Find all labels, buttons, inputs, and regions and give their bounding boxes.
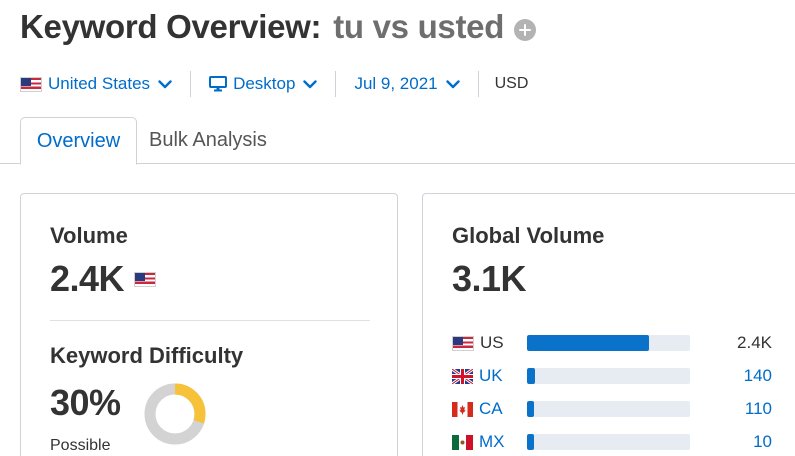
keyword-difficulty-level: Possible bbox=[50, 437, 111, 454]
country-code-link[interactable]: UK bbox=[479, 366, 503, 385]
chevron-down-icon bbox=[445, 79, 460, 88]
filter-divider bbox=[335, 71, 337, 97]
plus-circle-icon[interactable] bbox=[514, 18, 537, 41]
chevron-down-icon bbox=[303, 79, 318, 88]
country-code-link[interactable]: CA bbox=[479, 399, 503, 418]
global-volume-label: Global Volume bbox=[452, 223, 605, 248]
volume-bar-fill bbox=[527, 335, 650, 351]
page-header: Keyword Overview: tu vs usted bbox=[20, 8, 537, 46]
country-row-mx[interactable]: MX 10 bbox=[452, 431, 772, 453]
volume-bar-track bbox=[527, 401, 690, 417]
uk-flag-icon bbox=[452, 368, 473, 384]
volume-bar-track bbox=[527, 335, 690, 351]
database-label: United States bbox=[48, 74, 151, 93]
volume-card: Volume 2.4K Keyword Difficulty 30% Possi… bbox=[20, 193, 398, 456]
volume-value: 2.4K bbox=[50, 258, 125, 299]
date-selector[interactable]: Jul 9, 2021 bbox=[354, 74, 460, 94]
country-volume-link[interactable]: 10 bbox=[753, 432, 772, 451]
country-row-us: US 2.4K bbox=[452, 332, 772, 354]
device-label: Desktop bbox=[233, 74, 296, 93]
country-code-link[interactable]: MX bbox=[479, 432, 505, 451]
chevron-down-icon bbox=[158, 79, 172, 88]
us-flag-icon bbox=[452, 335, 474, 351]
country-row-ca[interactable]: CA 110 bbox=[452, 398, 772, 420]
country-code: US bbox=[480, 333, 504, 352]
us-flag-icon bbox=[20, 76, 42, 92]
keyword-difficulty-value: 30% bbox=[50, 382, 121, 423]
volume-bar-fill bbox=[527, 368, 536, 384]
mx-flag-icon bbox=[452, 434, 473, 450]
global-volume-value: 3.1K bbox=[452, 258, 527, 299]
currency-label: USD bbox=[494, 75, 529, 92]
us-flag-icon bbox=[134, 271, 157, 287]
volume-value-row: 2.4K bbox=[50, 258, 157, 300]
country-volume-link[interactable]: 140 bbox=[743, 366, 772, 385]
keyword-difficulty-label: Keyword Difficulty bbox=[50, 343, 244, 368]
volume-label: Volume bbox=[50, 223, 128, 248]
device-selector[interactable]: Desktop bbox=[209, 74, 318, 94]
filter-divider bbox=[190, 71, 192, 97]
volume-bar-track bbox=[527, 368, 690, 384]
volume-bar-fill bbox=[527, 434, 534, 450]
date-label: Jul 9, 2021 bbox=[354, 74, 438, 93]
desktop-icon bbox=[209, 76, 228, 92]
country-volume-link[interactable]: 110 bbox=[744, 399, 772, 418]
difficulty-donut-chart bbox=[144, 383, 206, 445]
tab-bulk-analysis[interactable]: Bulk Analysis bbox=[149, 129, 267, 151]
tab-overview[interactable]: Overview bbox=[20, 117, 137, 165]
volume-bar-fill bbox=[527, 401, 534, 417]
difficulty-ring-fill bbox=[144, 383, 206, 445]
global-volume-card: Global Volume 3.1K US 2.4K UK 140 CA 110 bbox=[422, 193, 795, 456]
keyword-title: tu vs usted bbox=[333, 8, 505, 45]
volume-bar-track bbox=[527, 434, 690, 450]
card-divider bbox=[50, 320, 370, 321]
tab-bar: Overview Bulk Analysis bbox=[0, 117, 795, 165]
ca-flag-icon bbox=[452, 401, 473, 417]
database-selector[interactable]: United States bbox=[20, 74, 172, 94]
filter-divider bbox=[477, 71, 479, 97]
country-volume: 2.4K bbox=[737, 333, 772, 352]
filter-bar: United States Desktop Jul 9, 2021 USD bbox=[20, 70, 528, 98]
page-title: Keyword Overview: bbox=[20, 8, 322, 45]
country-row-uk[interactable]: UK 140 bbox=[452, 365, 772, 387]
